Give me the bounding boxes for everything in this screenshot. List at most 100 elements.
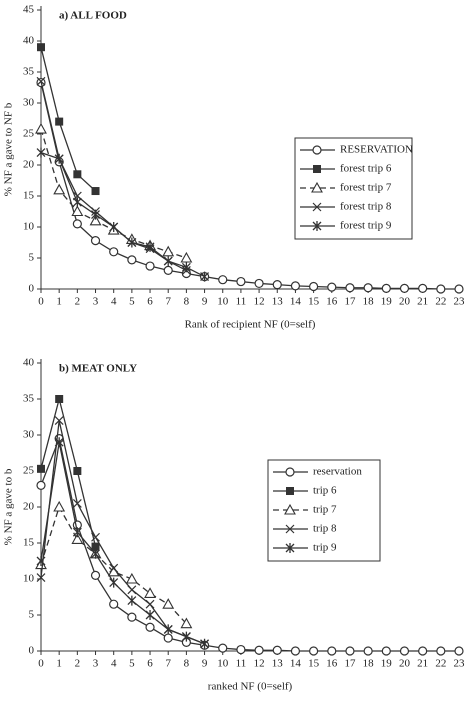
x-tick-label: 3 bbox=[93, 658, 99, 670]
x-tick-label: 21 bbox=[417, 658, 428, 670]
x-tick-label: 17 bbox=[344, 296, 356, 308]
marker bbox=[127, 255, 137, 265]
x-tick-label: 10 bbox=[217, 296, 229, 308]
marker bbox=[127, 595, 137, 606]
x-tick-label: 16 bbox=[326, 658, 338, 670]
x-tick-label: 22 bbox=[435, 658, 446, 670]
y-tick-label: 45 bbox=[23, 4, 35, 16]
marker bbox=[91, 187, 100, 196]
y-tick-label: 25 bbox=[23, 465, 35, 477]
marker bbox=[181, 262, 191, 273]
x-tick-label: 19 bbox=[381, 296, 393, 308]
marker bbox=[91, 548, 100, 559]
x-tick-label: 5 bbox=[129, 658, 135, 670]
marker bbox=[163, 633, 173, 643]
marker bbox=[436, 646, 446, 656]
x-tick-label: 11 bbox=[236, 658, 247, 670]
series-line bbox=[40, 505, 187, 625]
marker bbox=[381, 646, 391, 656]
chart-title: b) MEAT ONLY bbox=[59, 363, 137, 375]
x-tick-label: 13 bbox=[272, 658, 284, 670]
y-tick-label: 0 bbox=[29, 283, 35, 295]
marker bbox=[181, 631, 191, 642]
x-tick-label: 9 bbox=[202, 296, 208, 308]
legend-label: RESERVATION bbox=[340, 144, 413, 156]
x-tick-label: 5 bbox=[129, 296, 135, 308]
marker bbox=[90, 236, 101, 246]
marker bbox=[180, 251, 193, 263]
marker bbox=[109, 222, 119, 232]
x-tick-label: 13 bbox=[272, 296, 284, 308]
x-tick-label: 23 bbox=[454, 658, 466, 670]
y-tick-label: 15 bbox=[23, 537, 35, 549]
x-tick-label: 15 bbox=[308, 296, 320, 308]
y-tick-label: 0 bbox=[29, 645, 35, 657]
chart-title: a) ALL FOOD bbox=[59, 10, 127, 22]
x-tick-label: 15 bbox=[308, 658, 320, 670]
marker bbox=[200, 271, 210, 282]
marker bbox=[254, 645, 264, 655]
legend-marker bbox=[312, 145, 322, 155]
x-tick-label: 1 bbox=[56, 658, 62, 670]
x-tick-label: 7 bbox=[165, 658, 171, 670]
marker bbox=[418, 283, 428, 293]
marker bbox=[381, 283, 391, 293]
x-tick-label: 0 bbox=[38, 658, 44, 670]
marker bbox=[53, 500, 66, 512]
x-tick-label: 8 bbox=[184, 296, 190, 308]
x-tick-label: 20 bbox=[399, 296, 411, 308]
marker bbox=[236, 276, 246, 287]
y-tick-label: 5 bbox=[29, 609, 35, 621]
y-axis-label: % NF a gave to NF b bbox=[3, 102, 15, 196]
marker bbox=[55, 395, 64, 403]
x-tick-label: 19 bbox=[381, 658, 393, 670]
marker bbox=[36, 76, 46, 86]
marker bbox=[73, 170, 82, 179]
marker bbox=[345, 646, 355, 656]
marker bbox=[37, 43, 45, 52]
marker bbox=[73, 467, 82, 475]
marker bbox=[36, 573, 46, 582]
y-tick-label: 30 bbox=[23, 429, 35, 441]
x-tick-label: 10 bbox=[217, 658, 229, 670]
x-tick-label: 23 bbox=[454, 296, 466, 308]
marker bbox=[91, 542, 100, 551]
legend-marker bbox=[313, 165, 321, 173]
marker bbox=[54, 416, 64, 426]
x-tick-label: 18 bbox=[363, 296, 375, 308]
marker bbox=[436, 284, 446, 294]
x-tick-label: 9 bbox=[202, 658, 208, 670]
x-tick-label: 21 bbox=[417, 296, 428, 308]
x-axis-label: Rank of recipient NF (0=self) bbox=[185, 319, 316, 331]
marker bbox=[91, 532, 100, 542]
marker bbox=[145, 610, 155, 620]
marker bbox=[327, 282, 337, 292]
marker bbox=[345, 283, 355, 293]
series-line bbox=[40, 436, 459, 652]
x-tick-label: 18 bbox=[363, 658, 375, 670]
y-tick-label: 35 bbox=[23, 393, 35, 405]
legend-marker bbox=[311, 181, 323, 193]
marker bbox=[290, 281, 301, 291]
marker bbox=[327, 646, 337, 656]
legend-marker bbox=[285, 467, 295, 477]
y-tick-label: 20 bbox=[23, 159, 35, 171]
marker bbox=[125, 572, 138, 584]
y-tick-label: 20 bbox=[23, 501, 35, 513]
marker bbox=[218, 643, 228, 653]
marker bbox=[36, 147, 46, 158]
marker bbox=[290, 646, 301, 656]
x-tick-label: 14 bbox=[290, 296, 302, 308]
legend-marker bbox=[285, 524, 295, 534]
legend-label: trip 8 bbox=[313, 523, 337, 535]
marker bbox=[363, 646, 373, 656]
x-axis-label: ranked NF (0=self) bbox=[208, 681, 293, 693]
marker bbox=[145, 241, 155, 252]
x-tick-label: 3 bbox=[93, 296, 99, 308]
legend-label: forest trip 6 bbox=[340, 163, 392, 175]
marker bbox=[91, 209, 100, 220]
x-tick-label: 16 bbox=[326, 296, 338, 308]
marker bbox=[236, 644, 246, 655]
marker bbox=[127, 612, 137, 622]
marker bbox=[90, 570, 101, 581]
